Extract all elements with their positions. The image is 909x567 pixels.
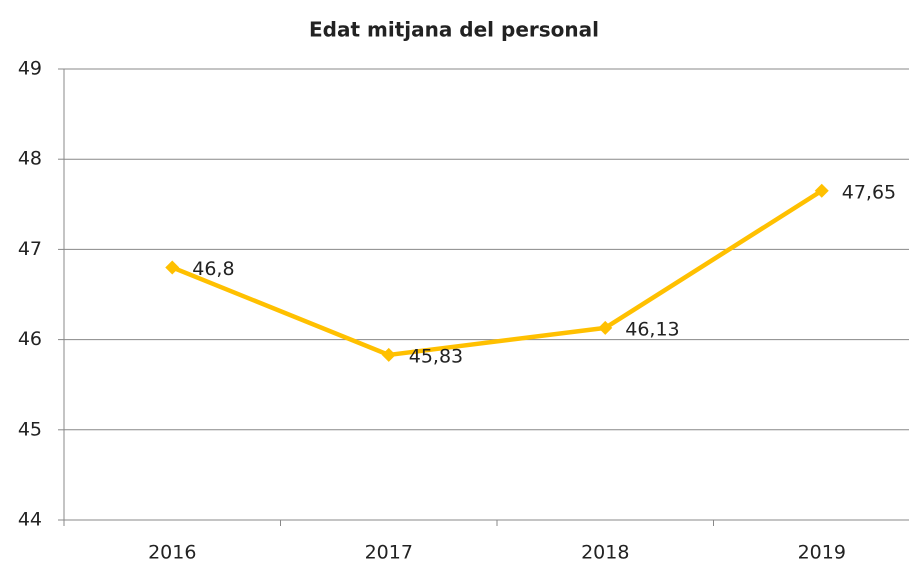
- data-label: 47,65: [842, 181, 896, 203]
- marker: [814, 183, 829, 198]
- y-tick-label: 46: [18, 328, 42, 350]
- y-tick-label: 49: [18, 58, 42, 80]
- x-tick-label: 2016: [148, 542, 196, 564]
- x-tick-label: 2019: [798, 542, 846, 564]
- y-tick-label: 47: [18, 238, 42, 260]
- x-tick-label: 2018: [581, 542, 629, 564]
- line: [171, 188, 823, 358]
- marker: [381, 347, 396, 362]
- marker: [165, 260, 180, 275]
- y-tick-label: 48: [18, 148, 42, 170]
- data-label: 46,13: [625, 318, 679, 340]
- y-tick-label: 45: [18, 418, 42, 440]
- data-label: 46,8: [192, 258, 234, 280]
- marker: [598, 320, 613, 335]
- chart-title: Edat mitjana del personal: [309, 18, 599, 42]
- y-tick-label: 44: [18, 509, 42, 531]
- x-tick-label: 2017: [365, 542, 413, 564]
- data-label: 45,83: [409, 345, 463, 367]
